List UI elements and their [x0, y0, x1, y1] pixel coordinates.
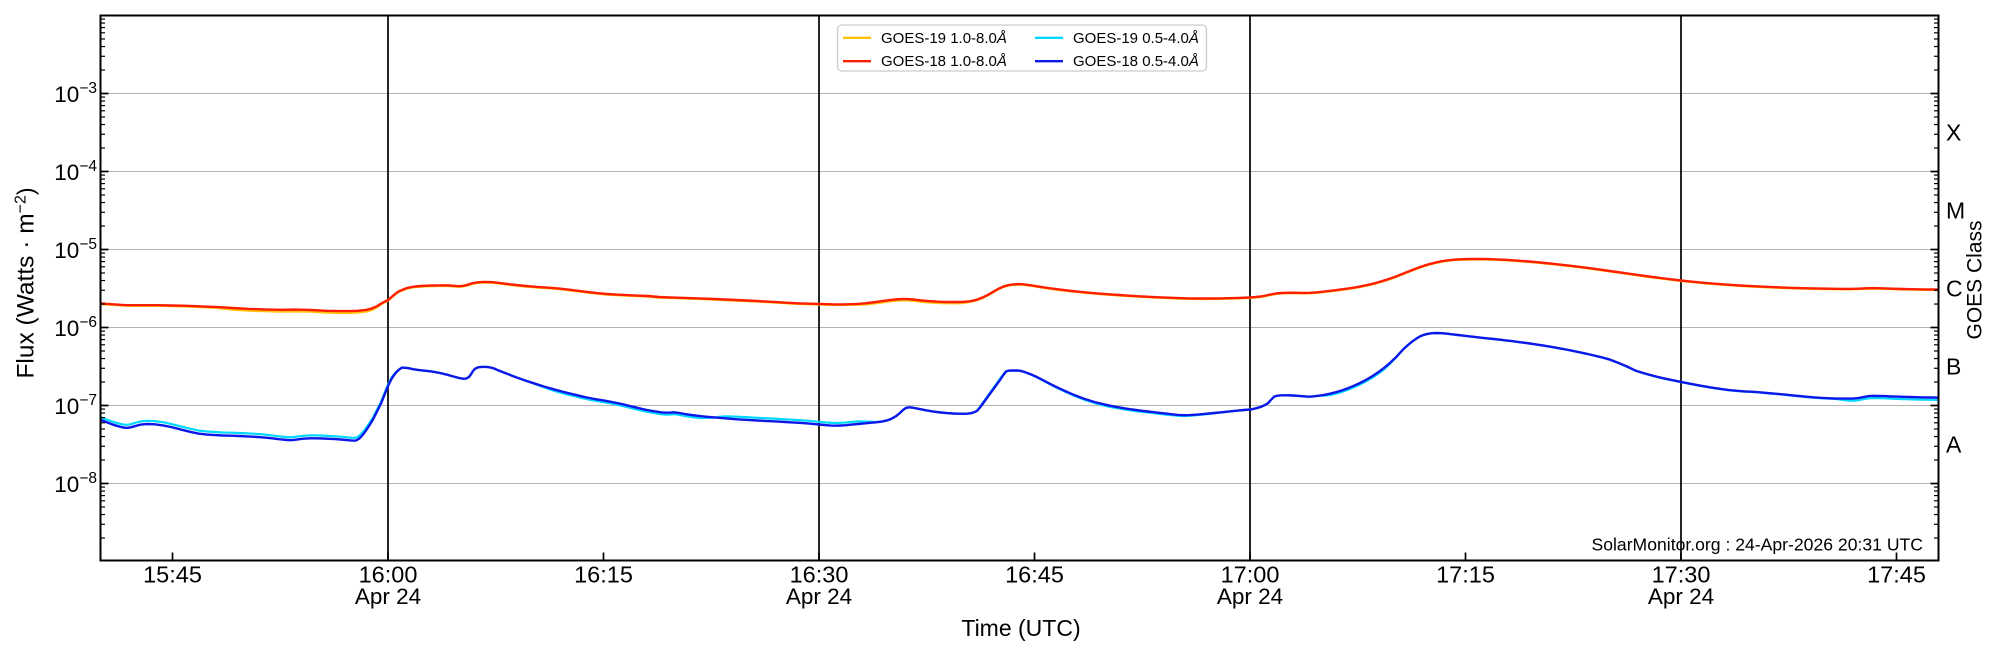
svg-text:X: X — [1946, 120, 1961, 146]
svg-text:16:30: 16:30 — [790, 562, 849, 588]
svg-text:16:15: 16:15 — [574, 562, 633, 588]
svg-text:Apr 24: Apr 24 — [1217, 584, 1283, 609]
svg-text:Apr 24: Apr 24 — [355, 584, 421, 609]
svg-text:Time (UTC): Time (UTC) — [961, 615, 1080, 641]
svg-text:Apr 24: Apr 24 — [786, 584, 852, 609]
svg-text:C: C — [1946, 276, 1963, 302]
svg-text:16:45: 16:45 — [1005, 562, 1064, 588]
svg-text:M: M — [1946, 198, 1965, 224]
svg-text:16:00: 16:00 — [359, 562, 418, 588]
svg-text:15:45: 15:45 — [143, 562, 202, 588]
svg-text:GOES Class: GOES Class — [1964, 220, 1987, 339]
svg-text:10−7: 10−7 — [54, 392, 97, 419]
svg-text:A: A — [1946, 432, 1962, 458]
svg-text:17:15: 17:15 — [1436, 562, 1495, 588]
svg-text:17:30: 17:30 — [1652, 562, 1711, 588]
svg-text:10−5: 10−5 — [54, 236, 97, 263]
svg-text:GOES-18 1.0-8.0Å: GOES-18 1.0-8.0Å — [881, 53, 1007, 70]
svg-text:GOES-19 1.0-8.0Å: GOES-19 1.0-8.0Å — [881, 30, 1007, 47]
svg-text:10−8: 10−8 — [54, 470, 97, 497]
svg-text:17:00: 17:00 — [1221, 562, 1280, 588]
svg-text:17:45: 17:45 — [1867, 562, 1926, 588]
svg-text:SolarMonitor.org : 24-Apr-2026: SolarMonitor.org : 24-Apr-2026 20:31 UTC — [1591, 535, 1923, 555]
svg-text:B: B — [1946, 354, 1961, 380]
svg-text:Flux (Watts · m−2): Flux (Watts · m−2) — [13, 187, 40, 378]
svg-text:GOES-19 0.5-4.0Å: GOES-19 0.5-4.0Å — [1073, 30, 1199, 47]
svg-text:GOES-18 0.5-4.0Å: GOES-18 0.5-4.0Å — [1073, 53, 1199, 70]
svg-text:Apr 24: Apr 24 — [1648, 584, 1714, 609]
